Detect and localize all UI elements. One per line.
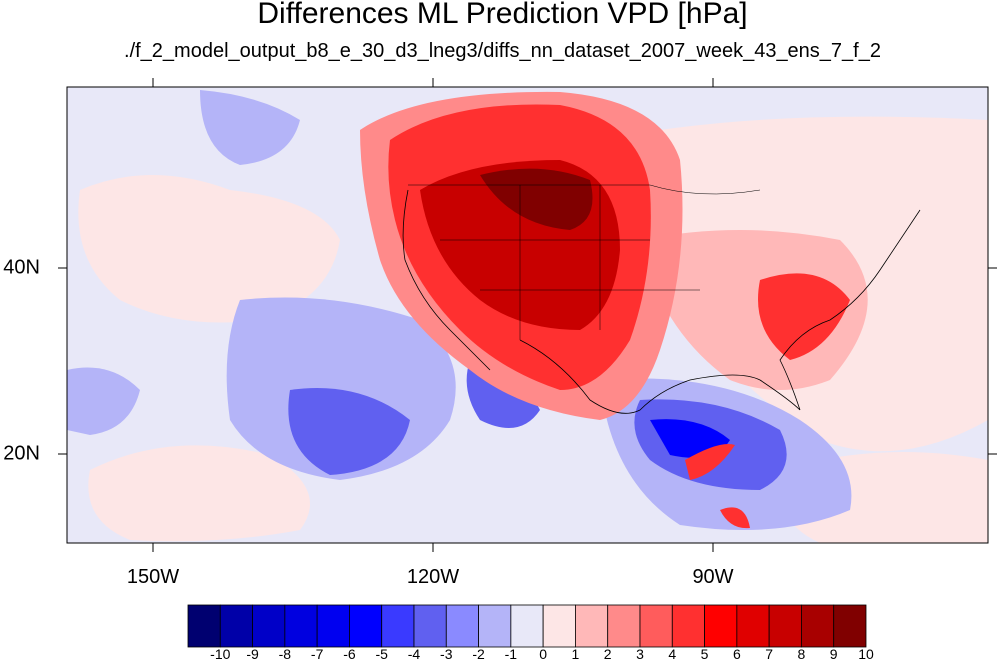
colorbar-tick-label: -8 — [278, 646, 292, 662]
colorbar-tick-label: 6 — [732, 646, 741, 662]
colorbar-tick-label: 7 — [765, 646, 774, 662]
map-plot-area — [67, 87, 988, 543]
colorbar-tick-label: 0 — [539, 646, 548, 662]
colorbar-tick-label: -6 — [343, 646, 356, 662]
pink-field-south-pacific — [88, 445, 310, 542]
lon-label-90w: 90W — [692, 566, 734, 588]
plot-frame — [66, 86, 989, 544]
blue-field-west — [67, 367, 140, 435]
colorbar-tick-label: -10 — [210, 646, 231, 662]
blue-field-north-pacific — [200, 90, 300, 165]
colorbar-tick-label: 10 — [858, 646, 874, 662]
colorbar-tick-label: 3 — [636, 646, 644, 662]
colorbar-tick-label: -4 — [407, 646, 421, 662]
colorbar-tick-label: -2 — [472, 646, 485, 662]
lat-label-20n: 20N — [3, 442, 40, 465]
darkest-red-core — [480, 168, 593, 230]
lon-label-150w: 150W — [126, 566, 180, 588]
colorbar-tick-label: 1 — [571, 646, 580, 662]
pink-field-pacific — [78, 175, 340, 323]
page-subtitle: ./f_2_model_output_b8_e_30_d3_lneg3/diff… — [124, 40, 881, 62]
state-borders — [408, 184, 761, 340]
lon-label-120w: 120W — [406, 566, 460, 588]
colorbar-tick-label: 9 — [829, 646, 838, 662]
colorbar-tick-label: -3 — [440, 646, 453, 662]
colorbar-tick-label: -1 — [504, 646, 518, 662]
red-caribbean-south — [720, 507, 750, 529]
coastline — [402, 189, 921, 414]
colorbar-tick-label: 8 — [797, 646, 806, 662]
colorbar-tick-label: 2 — [603, 646, 612, 662]
red-caribbean — [685, 444, 735, 480]
colorbar-tick-label: 5 — [700, 646, 709, 662]
mid-blue-pacific — [288, 388, 410, 475]
colorbar-tick-label: -7 — [310, 646, 324, 662]
red-southeast — [758, 273, 850, 360]
colorbar-tick-label: -5 — [375, 646, 388, 662]
colorbar-tick-label: -9 — [246, 646, 259, 662]
axis-ticks — [58, 78, 997, 552]
lat-label-40n: 40N — [3, 256, 40, 279]
page-title: Differences ML Prediction VPD [hPa] — [257, 0, 748, 30]
colorbar-tick-label: 4 — [668, 646, 677, 662]
